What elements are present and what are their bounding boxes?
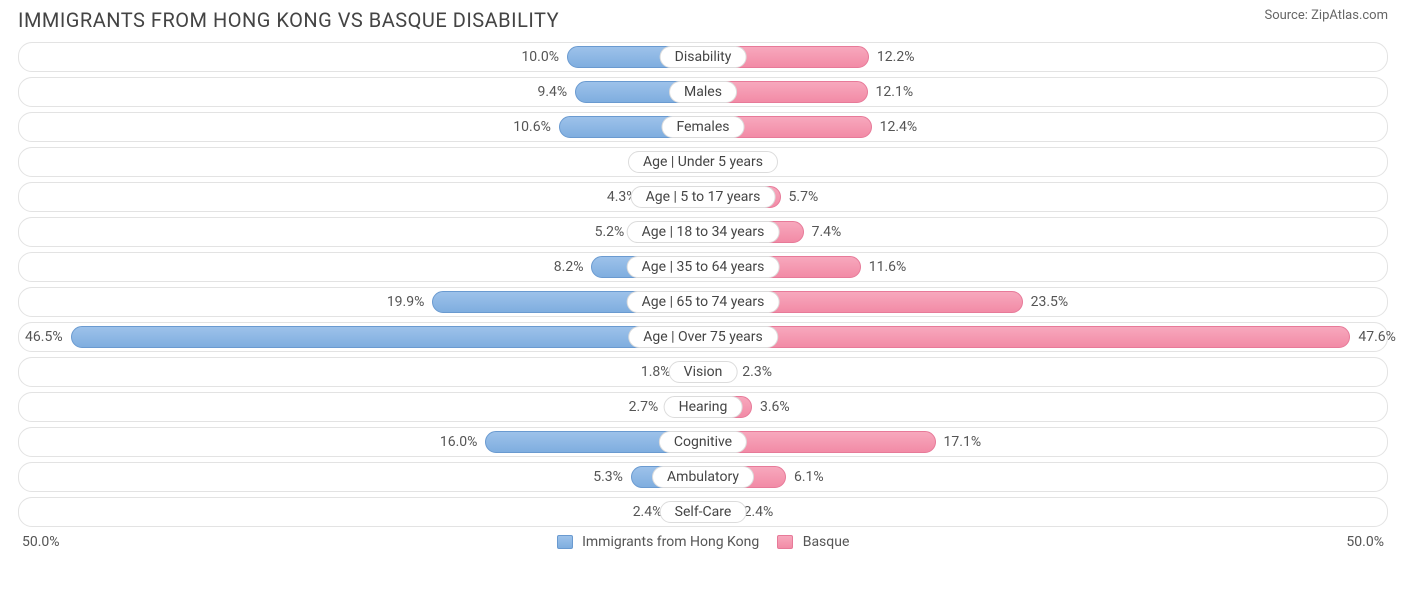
legend-left: Immigrants from Hong Kong <box>557 534 760 550</box>
value-right: 2.4% <box>744 504 774 520</box>
category-label: Females <box>662 116 745 138</box>
category-label: Self-Care <box>660 501 747 523</box>
chart-row: 5.2% 7.4% Age | 18 to 34 years <box>18 217 1388 247</box>
value-right: 3.6% <box>760 399 790 415</box>
row-track: 1.8% 2.3%Vision <box>23 361 1383 383</box>
row-track: 2.4% 2.4%Self-Care <box>23 501 1383 523</box>
value-left: 46.5% <box>25 329 63 345</box>
chart-row: 46.5%47.6%Age | Over 75 years <box>18 322 1388 352</box>
chart-row: 0.95%1.3%Age | Under 5 years <box>18 147 1388 177</box>
axis-right-label: 50.0% <box>1346 534 1384 550</box>
category-label: Ambulatory <box>652 466 754 488</box>
chart-row: 2.4% 2.4%Self-Care <box>18 497 1388 527</box>
category-label: Males <box>669 81 737 103</box>
footer: 50.0% Immigrants from Hong Kong Basque 5… <box>0 532 1406 550</box>
row-track: 10.0% 12.2% Disability <box>23 46 1383 68</box>
category-label: Age | 65 to 74 years <box>627 291 780 313</box>
category-label: Cognitive <box>659 431 747 453</box>
chart-row: 2.7% 3.6% Hearing <box>18 392 1388 422</box>
value-right: 12.1% <box>876 84 914 100</box>
row-track: 16.0% 17.1% Cognitive <box>23 431 1383 453</box>
chart-row: 10.0% 12.2% Disability <box>18 42 1388 72</box>
value-right: 12.2% <box>877 49 915 65</box>
value-left: 8.2% <box>554 259 584 275</box>
row-track: 8.2% 11.6% Age | 35 to 64 years <box>23 256 1383 278</box>
bar-left <box>71 326 703 348</box>
value-right: 23.5% <box>1031 294 1069 310</box>
category-label: Age | 35 to 64 years <box>627 256 780 278</box>
value-left: 2.4% <box>633 504 663 520</box>
category-label: Age | Over 75 years <box>628 326 778 348</box>
category-label: Vision <box>669 361 738 383</box>
chart-row: 16.0% 17.1% Cognitive <box>18 427 1388 457</box>
category-label: Age | 5 to 17 years <box>631 186 776 208</box>
value-left: 19.9% <box>387 294 425 310</box>
row-track: 5.3% 6.1% Ambulatory <box>23 466 1383 488</box>
chart-row: 8.2% 11.6% Age | 35 to 64 years <box>18 252 1388 282</box>
axis-left-label: 50.0% <box>22 534 60 550</box>
value-left: 16.0% <box>440 434 478 450</box>
chart-row: 10.6% 12.4% Females <box>18 112 1388 142</box>
value-right: 47.6% <box>1358 329 1396 345</box>
value-left: 10.6% <box>513 119 551 135</box>
source-label: Source: ZipAtlas.com <box>1264 8 1388 23</box>
legend-left-label: Immigrants from Hong Kong <box>582 534 759 550</box>
row-track: 2.7% 3.6% Hearing <box>23 396 1383 418</box>
value-right: 2.3% <box>742 364 772 380</box>
value-left: 2.7% <box>629 399 659 415</box>
value-left: 10.0% <box>521 49 559 65</box>
value-right: 7.4% <box>812 224 842 240</box>
chart-title: IMMIGRANTS FROM HONG KONG VS BASQUE DISA… <box>18 8 559 32</box>
legend-right: Basque <box>777 534 849 550</box>
row-track: 4.3%5.7%Age | 5 to 17 years <box>23 186 1383 208</box>
category-label: Hearing <box>664 396 743 418</box>
value-right: 5.7% <box>789 189 819 205</box>
value-left: 9.4% <box>537 84 567 100</box>
row-track: 5.2% 7.4% Age | 18 to 34 years <box>23 221 1383 243</box>
value-right: 12.4% <box>880 119 918 135</box>
value-right: 6.1% <box>794 469 824 485</box>
row-track: 46.5%47.6%Age | Over 75 years <box>23 326 1383 348</box>
category-label: Age | Under 5 years <box>628 151 778 173</box>
legend: Immigrants from Hong Kong Basque <box>557 534 850 550</box>
header: IMMIGRANTS FROM HONG KONG VS BASQUE DISA… <box>0 0 1406 36</box>
chart-row: 9.4% 12.1% Males <box>18 77 1388 107</box>
value-left: 5.2% <box>595 224 625 240</box>
legend-right-swatch <box>777 535 793 549</box>
chart-row: 4.3%5.7%Age | 5 to 17 years <box>18 182 1388 212</box>
legend-right-label: Basque <box>803 534 850 550</box>
chart-area: 10.0%12.2%Disability9.4%12.1%Males10.6%1… <box>0 36 1406 527</box>
value-right: 17.1% <box>944 434 982 450</box>
chart-row: 1.8% 2.3%Vision <box>18 357 1388 387</box>
value-left: 5.3% <box>593 469 623 485</box>
category-label: Age | 18 to 34 years <box>627 221 780 243</box>
row-track: 19.9% 23.5% Age | 65 to 74 years <box>23 291 1383 313</box>
row-track: 0.95%1.3%Age | Under 5 years <box>23 151 1383 173</box>
row-track: 9.4% 12.1% Males <box>23 81 1383 103</box>
value-left: 1.8% <box>641 364 671 380</box>
row-track: 10.6% 12.4% Females <box>23 116 1383 138</box>
legend-left-swatch <box>557 535 573 549</box>
chart-row: 5.3% 6.1% Ambulatory <box>18 462 1388 492</box>
bar-right <box>703 326 1350 348</box>
chart-row: 19.9% 23.5% Age | 65 to 74 years <box>18 287 1388 317</box>
value-right: 11.6% <box>869 259 907 275</box>
category-label: Disability <box>660 46 747 68</box>
